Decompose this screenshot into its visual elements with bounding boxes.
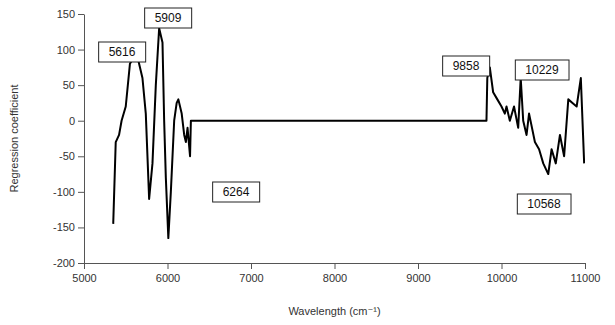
annotation-box [515,60,569,80]
y-tick-label: -100 [53,186,75,198]
annotation-label: 5909 [155,11,182,25]
annotation: 9858 [443,56,490,76]
annotation-box [213,182,260,202]
plot-area [113,28,584,238]
x-tick-mark [418,263,419,269]
annotation-label: 10229 [525,63,559,77]
x-tick-label: 5000 [72,272,96,284]
y-axis-title: Regression coefficient [8,84,20,192]
annotation: 10229 [515,60,569,80]
y-tick-label: -200 [53,257,75,269]
x-tick-label: 7000 [239,272,263,284]
y-tick: 150 [57,8,84,20]
x-tick-mark [168,263,169,269]
chart: 5000 6000 7000 8000 9000 10000 11000 -200 -150 -1… [0,0,615,325]
y-tick: -50 [59,150,84,162]
annotation: 5909 [145,8,192,28]
y-tick-label: -50 [59,150,75,162]
x-tick: 11000 [571,263,601,284]
y-tick-mark [78,263,84,264]
y-tick-mark [78,156,84,157]
annotation-box [443,56,490,76]
x-tick: 8000 [323,263,347,284]
y-axis-line [84,15,85,264]
x-tick-label: 9000 [406,272,430,284]
y-tick-mark [78,14,84,15]
y-tick: -200 [53,257,84,269]
annotation-label: 5616 [109,45,136,59]
y-tick-mark [78,85,84,86]
y-axis: -200 -150 -100 -50 0 50 100 150 [53,8,85,269]
y-tick: 0 [69,115,84,127]
x-tick: 10000 [487,263,518,284]
y-tick-label: 50 [63,79,75,91]
x-tick: 9000 [406,263,430,284]
x-tick-mark [585,263,586,269]
y-tick-label: 150 [57,8,75,20]
y-tick-label: -150 [53,221,75,233]
x-tick: 6000 [156,263,180,284]
x-tick-label: 8000 [323,272,347,284]
x-tick-mark [502,263,503,269]
y-tick: 100 [57,44,84,56]
x-tick-label: 11000 [571,272,601,284]
x-tick-label: 10000 [487,272,518,284]
y-tick-mark [78,50,84,51]
annotation-box [145,8,192,28]
annotations: 5616 5909 6264 9858 10229 10568 [99,8,571,214]
annotation-box [99,42,146,62]
annotation: 5616 [99,42,146,62]
series-line [113,28,584,238]
annotation-label: 9858 [453,59,480,73]
y-tick: 50 [63,79,84,91]
x-tick-mark [335,263,336,269]
x-axis-title: Wavelength (cm⁻¹) [288,305,380,317]
x-tick: 5000 [72,263,96,284]
x-axis: 5000 6000 7000 8000 9000 10000 11000 [72,263,600,284]
x-tick: 7000 [239,263,263,284]
x-tick-mark [84,263,85,269]
y-tick: -100 [53,186,84,198]
y-tick-mark [78,121,84,122]
y-tick: -150 [53,221,84,233]
x-tick-mark [251,263,252,269]
x-tick-label: 6000 [156,272,180,284]
y-tick-mark [78,227,84,228]
y-tick-label: 100 [57,44,75,56]
annotation-label: 10568 [527,197,561,211]
annotation-label: 6264 [223,185,250,199]
annotation: 6264 [213,182,260,202]
annotation-box [517,194,571,214]
annotation: 10568 [517,194,571,214]
y-tick-label: 0 [69,115,75,127]
y-tick-mark [78,192,84,193]
